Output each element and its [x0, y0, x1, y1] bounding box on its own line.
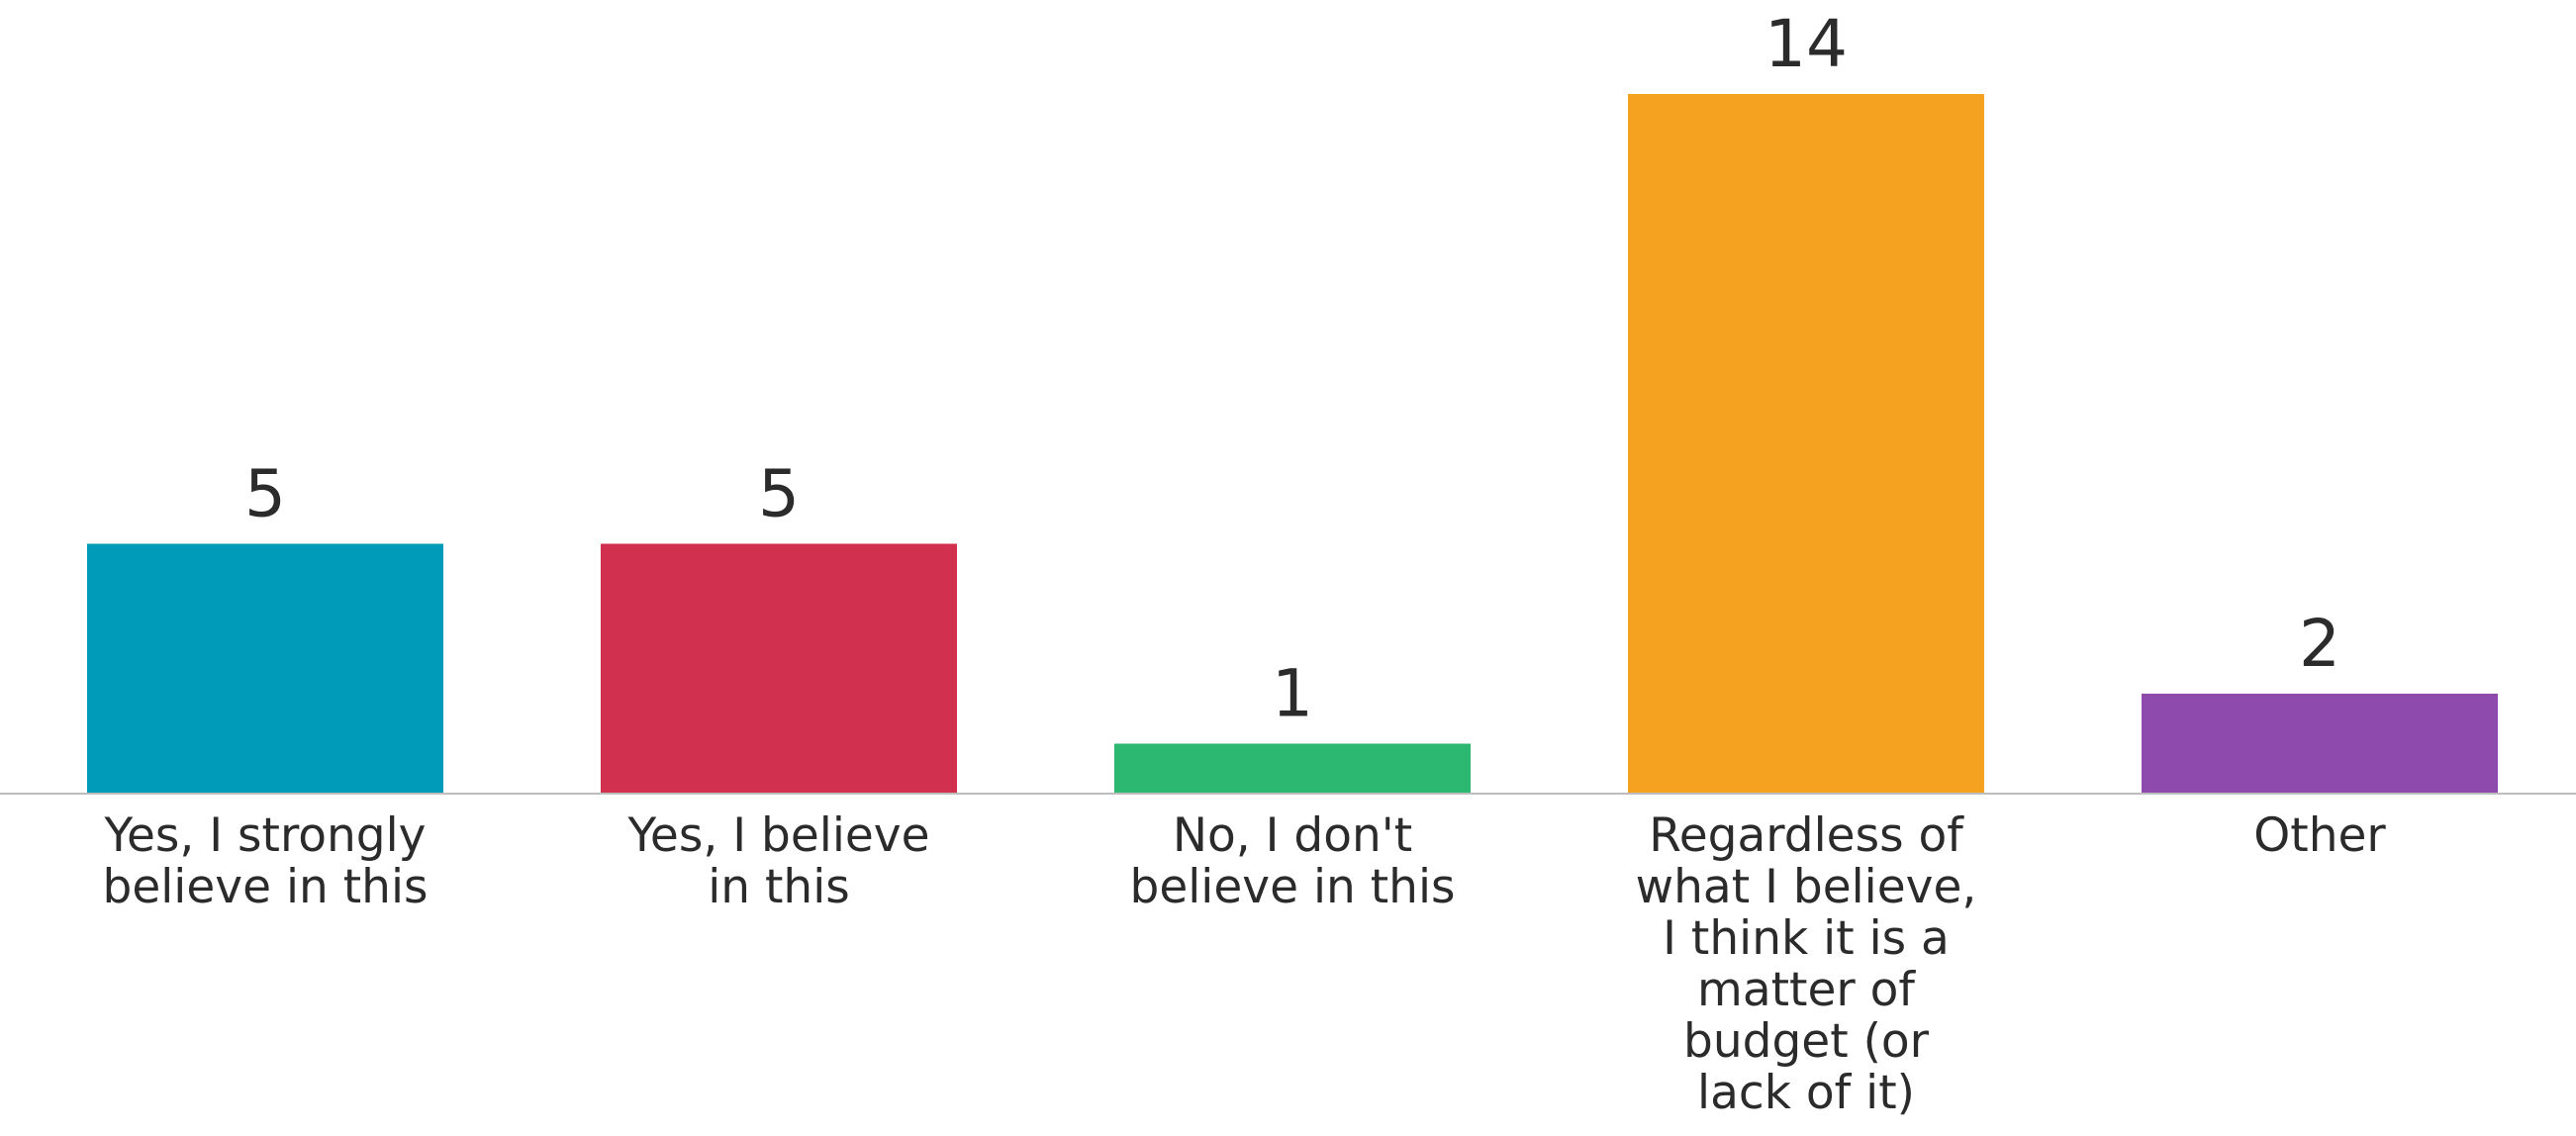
category-label-4-line-1: Regardless of: [1649, 808, 1964, 863]
bar-2: [601, 543, 957, 794]
value-label-5: 2: [2299, 606, 2340, 682]
category-label-2-line-1: Yes, I believe: [626, 808, 929, 863]
bar-3: [1114, 743, 1471, 794]
bar-4: [1628, 94, 1984, 794]
value-labels-group: 5 5 1 14 2: [244, 6, 2340, 732]
category-label-4-line-4: matter of: [1697, 963, 1916, 1017]
category-label-1-line-1: Yes, I strongly: [103, 808, 426, 863]
category-label-3: No, I don't believe in this: [1130, 808, 1456, 914]
bar-1: [87, 543, 443, 794]
category-label-4-line-5: budget (or: [1683, 1014, 1930, 1069]
value-label-1: 5: [244, 456, 286, 532]
value-label-4: 14: [1765, 6, 1848, 82]
category-label-3-line-1: No, I don't: [1173, 808, 1412, 863]
category-label-4-line-6: lack of it): [1697, 1066, 1915, 1120]
category-label-4-line-2: what I believe,: [1636, 860, 1977, 914]
bar-5: [2142, 694, 2498, 794]
category-label-5: Other: [2253, 808, 2386, 863]
category-label-1-line-2: believe in this: [103, 860, 429, 914]
bars-group: [87, 94, 2498, 794]
category-label-4: Regardless of what I believe, I think it i…: [1636, 808, 1977, 1120]
category-label-3-line-2: believe in this: [1130, 860, 1456, 914]
category-label-5-line-1: Other: [2253, 808, 2386, 863]
category-label-4-line-3: I think it is a: [1663, 911, 1950, 966]
value-label-2: 5: [758, 456, 800, 532]
category-label-2: Yes, I believe in this: [626, 808, 929, 914]
value-label-3: 1: [1272, 656, 1313, 732]
category-label-2-line-2: in this: [708, 860, 850, 914]
category-label-1: Yes, I strongly believe in this: [103, 808, 429, 914]
